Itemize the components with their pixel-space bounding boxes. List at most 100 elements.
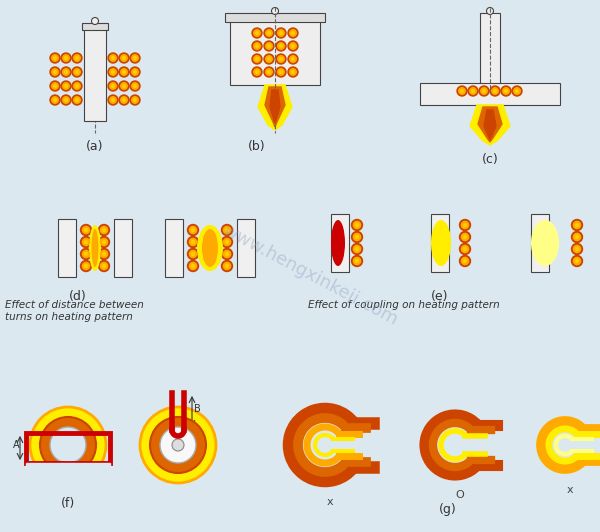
Circle shape <box>122 85 125 87</box>
Bar <box>26 463 110 493</box>
Circle shape <box>98 248 110 260</box>
Circle shape <box>288 54 298 64</box>
Circle shape <box>53 71 56 73</box>
Circle shape <box>226 264 229 268</box>
Circle shape <box>226 253 229 255</box>
Circle shape <box>74 83 80 89</box>
Circle shape <box>264 28 274 38</box>
Circle shape <box>492 88 498 94</box>
Circle shape <box>191 253 194 255</box>
Circle shape <box>463 260 467 262</box>
Circle shape <box>463 236 467 238</box>
Bar <box>114 219 132 277</box>
Circle shape <box>460 220 470 230</box>
Circle shape <box>61 81 71 91</box>
Circle shape <box>223 262 230 270</box>
Circle shape <box>50 53 60 63</box>
Circle shape <box>72 95 82 105</box>
Circle shape <box>221 261 233 271</box>
Bar <box>82 23 108 30</box>
Circle shape <box>190 238 197 246</box>
Circle shape <box>119 67 129 77</box>
Circle shape <box>82 262 89 270</box>
Circle shape <box>290 69 296 75</box>
Circle shape <box>76 71 79 73</box>
Circle shape <box>280 45 283 47</box>
Circle shape <box>50 81 60 91</box>
Circle shape <box>254 69 260 75</box>
Circle shape <box>280 31 283 35</box>
Circle shape <box>98 225 110 236</box>
Circle shape <box>468 86 478 96</box>
Circle shape <box>226 228 229 231</box>
Circle shape <box>132 55 138 61</box>
Text: O: O <box>455 490 464 500</box>
Circle shape <box>252 41 262 51</box>
Circle shape <box>268 31 271 35</box>
Circle shape <box>256 71 259 73</box>
Circle shape <box>122 71 125 73</box>
Circle shape <box>134 98 136 102</box>
Circle shape <box>288 67 298 77</box>
Circle shape <box>76 56 79 60</box>
Circle shape <box>266 56 272 62</box>
Circle shape <box>119 81 129 91</box>
Circle shape <box>278 30 284 36</box>
Circle shape <box>278 56 284 62</box>
Circle shape <box>461 234 469 240</box>
Circle shape <box>85 228 88 231</box>
Circle shape <box>134 56 136 60</box>
Circle shape <box>82 238 89 246</box>
Circle shape <box>74 69 80 75</box>
Circle shape <box>353 234 361 240</box>
Circle shape <box>72 81 82 91</box>
Circle shape <box>122 98 125 102</box>
Bar <box>331 214 349 272</box>
Circle shape <box>290 56 296 62</box>
Circle shape <box>252 28 262 38</box>
Circle shape <box>91 18 98 24</box>
Circle shape <box>61 67 71 77</box>
Circle shape <box>353 221 361 229</box>
Circle shape <box>187 237 199 247</box>
Circle shape <box>490 86 500 96</box>
Circle shape <box>571 220 583 230</box>
Polygon shape <box>478 107 502 142</box>
Text: (d): (d) <box>69 290 87 303</box>
Circle shape <box>100 227 107 234</box>
Circle shape <box>460 244 470 254</box>
Circle shape <box>352 231 362 243</box>
Circle shape <box>355 223 359 227</box>
Circle shape <box>571 244 583 254</box>
Circle shape <box>574 221 581 229</box>
Circle shape <box>100 238 107 246</box>
Circle shape <box>494 89 496 93</box>
Circle shape <box>103 264 106 268</box>
Circle shape <box>72 67 82 77</box>
Circle shape <box>82 251 89 257</box>
Circle shape <box>575 247 578 251</box>
Circle shape <box>254 30 260 36</box>
Circle shape <box>292 45 295 47</box>
Circle shape <box>276 67 286 77</box>
Circle shape <box>112 85 115 87</box>
Circle shape <box>80 237 91 247</box>
Circle shape <box>352 255 362 267</box>
Circle shape <box>266 43 272 49</box>
Circle shape <box>461 221 469 229</box>
Circle shape <box>280 57 283 61</box>
Circle shape <box>130 95 140 105</box>
Circle shape <box>130 53 140 63</box>
Circle shape <box>226 240 229 244</box>
Circle shape <box>110 97 116 103</box>
Circle shape <box>82 227 89 234</box>
Circle shape <box>85 240 88 244</box>
Circle shape <box>460 231 470 243</box>
Ellipse shape <box>197 225 223 271</box>
Ellipse shape <box>91 229 98 267</box>
Circle shape <box>481 88 487 94</box>
Circle shape <box>112 71 115 73</box>
Circle shape <box>574 257 581 264</box>
Bar <box>431 214 449 272</box>
Circle shape <box>65 56 67 60</box>
